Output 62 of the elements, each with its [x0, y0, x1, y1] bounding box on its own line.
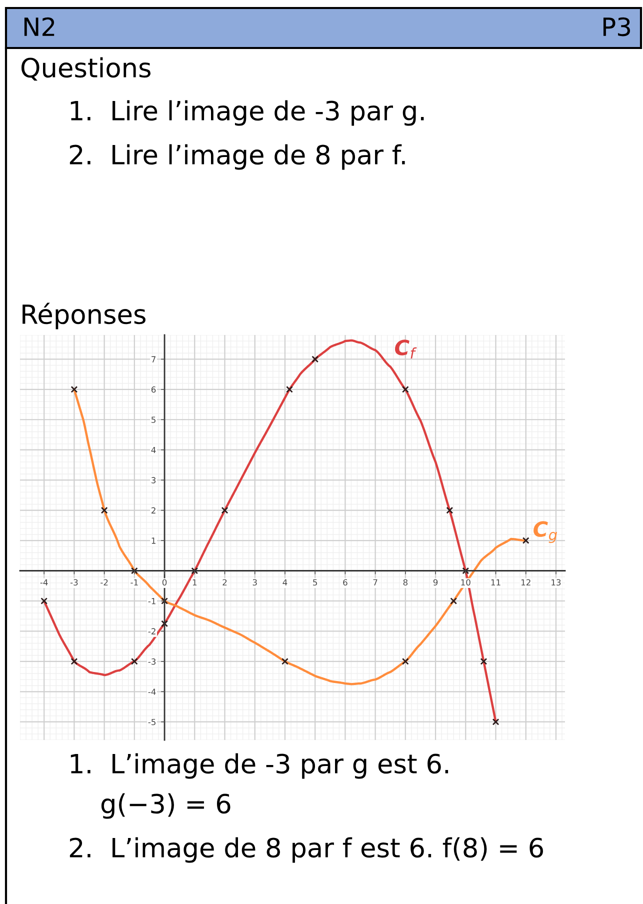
point	[480, 658, 488, 665]
point	[161, 620, 168, 628]
point	[100, 506, 108, 514]
y-tick-label: 6	[151, 386, 156, 393]
point	[70, 386, 78, 393]
y-tick-label: -2	[148, 628, 156, 634]
x-tick-label: 10	[461, 579, 470, 586]
x-tick-label: -3	[70, 579, 78, 586]
series-label: C$_{f}$	[395, 340, 417, 358]
x-tick-label: 4	[282, 579, 288, 586]
x-tick-label: 5	[313, 579, 318, 586]
point	[446, 506, 454, 514]
y-tick-label: -4	[148, 688, 156, 695]
text: g(−3) = 6	[101, 793, 230, 819]
point	[312, 356, 319, 363]
x-tick-label: 12	[521, 579, 530, 586]
y-tick-label: 7	[152, 356, 156, 362]
text: 2. L’image de 8 par f est 6. f(8) = 6	[70, 837, 543, 863]
x-tick-label: 11	[491, 579, 500, 586]
point	[522, 537, 530, 544]
point	[130, 658, 138, 665]
point	[40, 598, 48, 604]
x-tick-label: 9	[433, 579, 438, 586]
point	[402, 386, 409, 393]
y-tick-label: -3	[148, 658, 156, 665]
x-tick-label: 13	[552, 579, 561, 586]
point	[221, 506, 228, 514]
x-tick-label: -2	[100, 579, 108, 586]
y-tick-label: -5	[148, 718, 156, 726]
x-tick-label: -1	[130, 579, 138, 586]
text: 1. Lire l’image de -3 par g.	[70, 100, 424, 126]
chart-title: N2	[24, 17, 54, 36]
y-tick-label: 5	[152, 416, 156, 423]
point	[70, 658, 78, 665]
y-tick-label: 1	[152, 538, 156, 544]
point	[462, 567, 470, 574]
series-label: C$_{g}$	[534, 521, 557, 544]
x-tick-label: -4	[40, 579, 48, 586]
y-tick-label: 3	[152, 477, 156, 484]
point	[492, 718, 500, 726]
y-tick-label: 4	[151, 446, 156, 454]
text: 1. L’image de -3 par g est 6.	[70, 753, 448, 779]
point	[130, 567, 138, 574]
x-tick-label: 1	[192, 579, 197, 586]
y-tick-label: -1	[148, 598, 156, 604]
x-tick-label: 0	[162, 579, 167, 586]
x-tick-label: 8	[403, 579, 408, 586]
text: Réponses	[22, 302, 146, 330]
point	[402, 658, 409, 665]
x-tick-label: 3	[252, 579, 257, 586]
x-tick-label: 6	[343, 579, 348, 586]
x-tick-label: 2	[222, 579, 227, 586]
x-tick-label: 7	[373, 579, 378, 586]
text: P3	[603, 17, 630, 36]
point	[161, 598, 168, 604]
text: 2. Lire l’image de 8 par f.	[70, 144, 405, 170]
point	[286, 386, 293, 393]
y-tick-label: 2	[152, 507, 156, 514]
point	[191, 567, 198, 574]
point	[450, 598, 458, 604]
point	[282, 658, 288, 665]
text: Questions	[21, 57, 150, 81]
